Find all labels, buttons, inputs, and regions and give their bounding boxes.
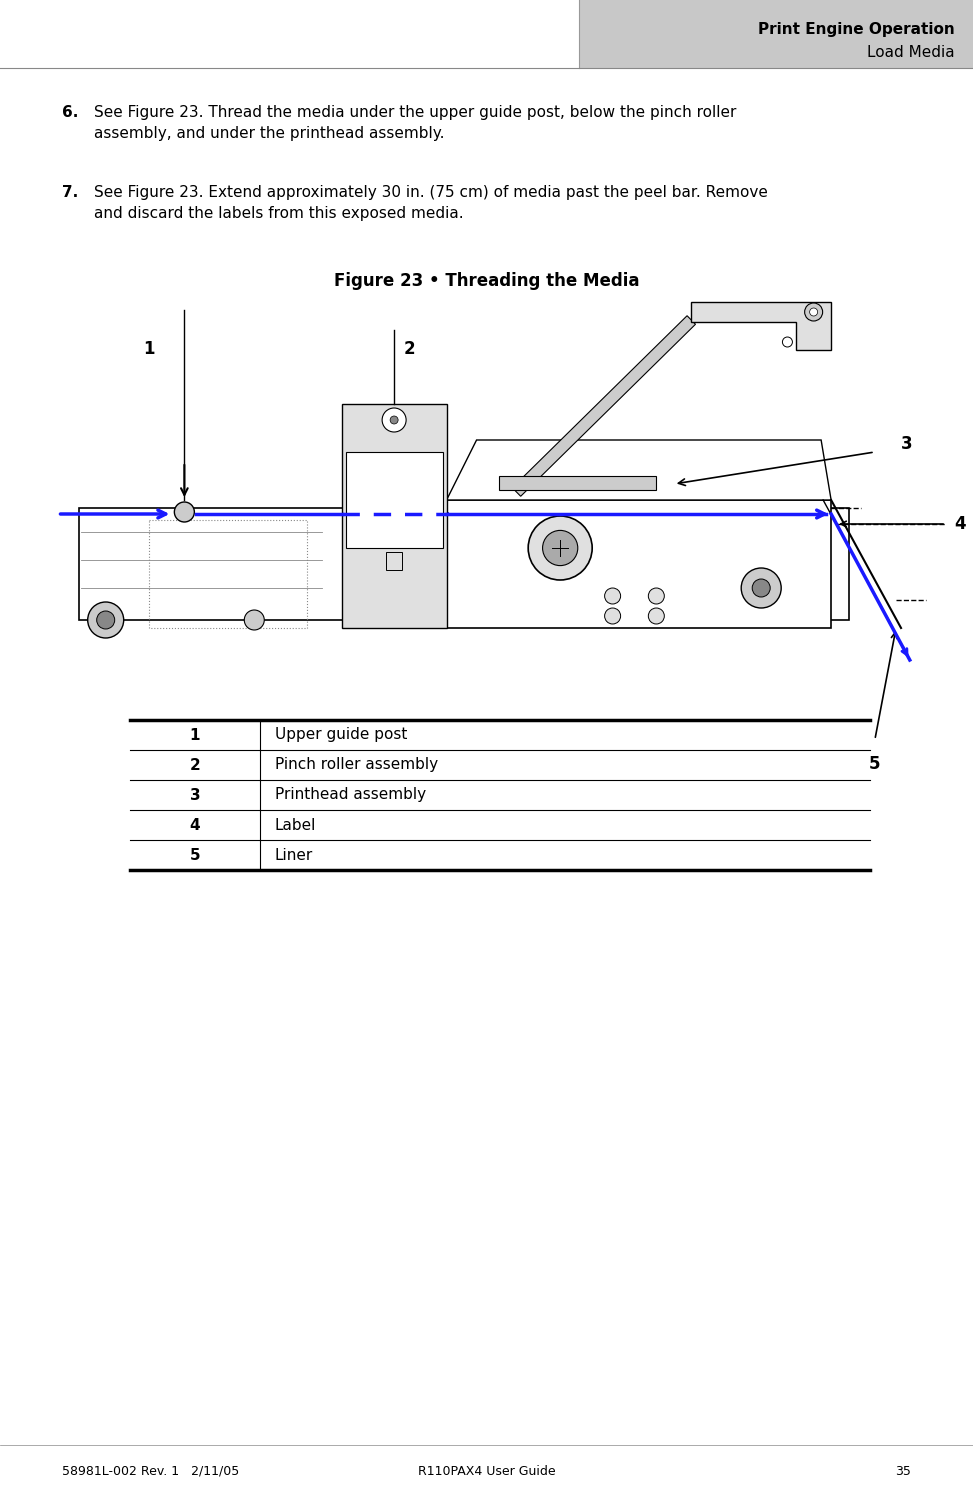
Text: 6.: 6. <box>62 105 79 120</box>
Polygon shape <box>691 303 831 351</box>
Circle shape <box>390 415 398 424</box>
Polygon shape <box>447 439 831 500</box>
Circle shape <box>88 602 124 638</box>
Bar <box>499 476 657 491</box>
Text: Upper guide post: Upper guide post <box>275 727 408 742</box>
Text: 1: 1 <box>144 340 155 358</box>
Circle shape <box>648 588 665 604</box>
Text: 35: 35 <box>895 1464 911 1478</box>
Text: Liner: Liner <box>275 847 313 862</box>
Circle shape <box>96 611 115 629</box>
Circle shape <box>648 608 665 625</box>
Circle shape <box>244 610 265 631</box>
Circle shape <box>604 608 621 625</box>
Text: Load Media: Load Media <box>867 45 955 60</box>
Circle shape <box>543 530 578 566</box>
Bar <box>80 509 848 620</box>
Polygon shape <box>512 316 696 497</box>
Text: Print Engine Operation: Print Engine Operation <box>758 23 955 38</box>
Text: 3: 3 <box>190 787 200 802</box>
Circle shape <box>782 337 792 348</box>
Text: 7.: 7. <box>62 185 78 200</box>
Text: Label: Label <box>275 817 316 832</box>
Bar <box>579 0 973 68</box>
Circle shape <box>604 588 621 604</box>
Text: R110PAX4 User Guide: R110PAX4 User Guide <box>417 1464 556 1478</box>
Text: 5: 5 <box>869 756 881 774</box>
Text: 4: 4 <box>954 515 965 533</box>
Bar <box>62 299 936 700</box>
Text: 58981L-002 Rev. 1   2/11/05: 58981L-002 Rev. 1 2/11/05 <box>62 1464 239 1478</box>
Circle shape <box>741 567 781 608</box>
Text: 5: 5 <box>190 847 200 862</box>
Circle shape <box>810 309 817 316</box>
Text: 1: 1 <box>190 727 200 742</box>
Text: See Figure 23. Extend approximately 30 in. (75 cm) of media past the peel bar. R: See Figure 23. Extend approximately 30 i… <box>94 185 768 221</box>
Text: 4: 4 <box>190 817 200 832</box>
Circle shape <box>752 579 771 597</box>
Text: 2: 2 <box>404 340 415 358</box>
Bar <box>386 552 402 570</box>
Text: See Figure 23. Thread the media under the upper guide post, below the pinch roll: See Figure 23. Thread the media under th… <box>94 105 737 141</box>
Circle shape <box>528 516 593 579</box>
Text: Figure 23 • Threading the Media: Figure 23 • Threading the Media <box>334 272 639 290</box>
Bar <box>345 452 443 548</box>
Circle shape <box>805 303 822 321</box>
Bar <box>342 403 447 628</box>
Circle shape <box>382 408 406 432</box>
Text: Printhead assembly: Printhead assembly <box>275 787 426 802</box>
Text: 2: 2 <box>190 757 200 772</box>
Text: Pinch roller assembly: Pinch roller assembly <box>275 757 438 772</box>
Text: 3: 3 <box>901 435 913 453</box>
Circle shape <box>174 503 195 522</box>
Bar <box>150 521 306 628</box>
Bar <box>447 500 831 628</box>
